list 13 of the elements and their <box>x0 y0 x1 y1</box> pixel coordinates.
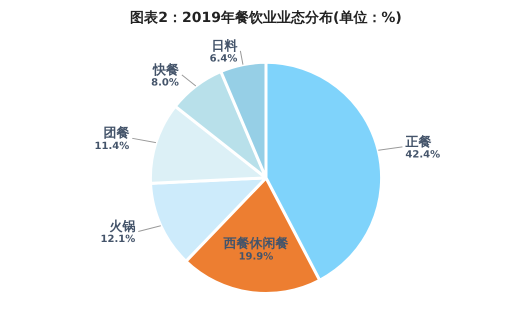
data-label: 11.4% <box>94 140 130 152</box>
slice-label: 团餐 <box>103 126 130 142</box>
data-label: 42.4% <box>405 150 440 161</box>
slice-label: 正餐 <box>404 134 432 150</box>
data-label: 6.4% <box>210 53 238 64</box>
slice-label: 西餐休闲餐 <box>222 236 288 252</box>
slice-label: 日料 <box>211 38 238 54</box>
data-label: 8.0% <box>151 77 179 88</box>
slice-label: 火锅 <box>108 219 136 234</box>
data-label: 19.9% <box>238 251 274 262</box>
slice-label: 快餐 <box>152 62 179 78</box>
chart-title: 图表2：2019年餐饮业业态分布(单位：%) <box>130 10 402 26</box>
data-label: 12.1% <box>100 234 136 246</box>
